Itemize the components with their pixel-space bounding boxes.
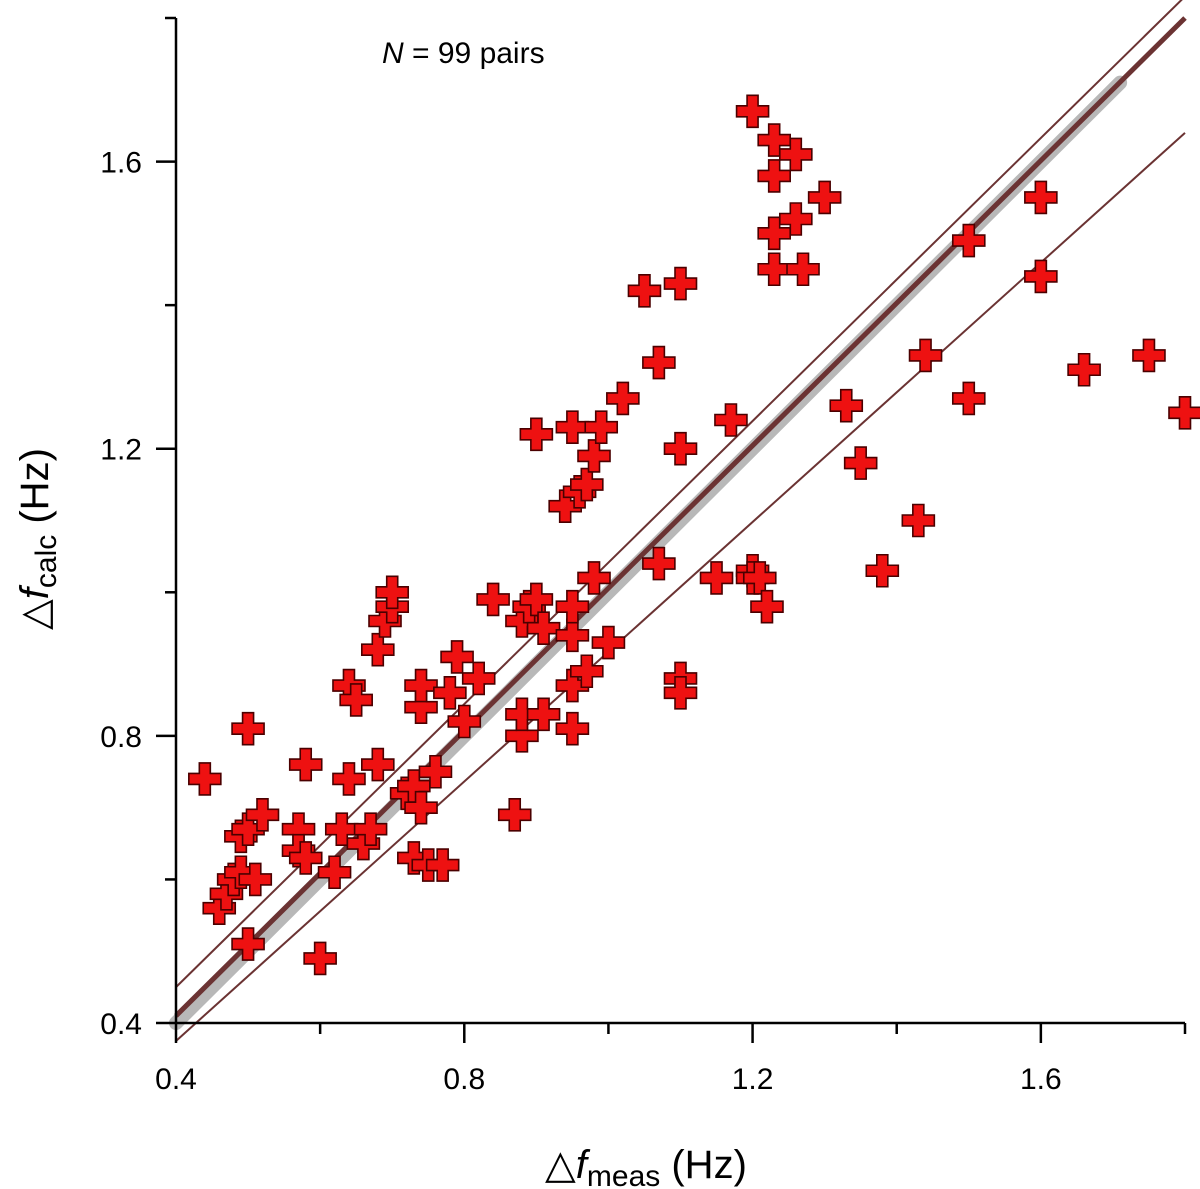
data-point — [497, 798, 532, 832]
upper-band-line — [175, 0, 1183, 988]
data-point — [577, 439, 611, 473]
data-point — [339, 683, 373, 717]
x-axis-title: △fmeas (Hz) — [545, 1143, 747, 1189]
data-point — [425, 848, 460, 882]
y-tick-label: 0.8 — [100, 721, 142, 754]
data-point — [1168, 396, 1200, 430]
data-point — [555, 618, 590, 653]
data-point — [699, 561, 734, 595]
x-tick-label: 1.6 — [1020, 1063, 1062, 1096]
fit-line — [174, 16, 1187, 1018]
data-point — [584, 410, 619, 444]
data-point — [606, 381, 640, 416]
data-point — [418, 754, 453, 789]
data-point — [1067, 352, 1101, 387]
data-point — [555, 589, 590, 624]
data-point — [548, 489, 582, 523]
data-point — [591, 625, 626, 660]
data-point — [577, 561, 611, 595]
data-point — [303, 941, 337, 976]
data-point — [865, 553, 900, 588]
data-point — [663, 431, 698, 466]
y-tick-label: 0.4 — [100, 1008, 142, 1041]
x-tick-label: 0.4 — [155, 1063, 197, 1096]
data-point — [317, 855, 352, 890]
y-tick-label: 1.2 — [100, 434, 142, 467]
data-point — [433, 675, 467, 710]
data-point — [361, 632, 395, 667]
data-point — [447, 704, 482, 739]
data-point — [526, 697, 561, 732]
data-point — [1132, 338, 1166, 373]
data-point — [757, 252, 791, 287]
data-point — [642, 546, 676, 581]
data-point — [807, 180, 842, 215]
data-point — [750, 589, 784, 624]
data-point — [1024, 259, 1058, 294]
data-point — [901, 503, 936, 538]
data-point — [908, 338, 943, 373]
data-point — [238, 862, 273, 897]
ticks-layer: 0.4 0.8 1.2 1.6 0.4 0.8 1.2 1.6 — [100, 16, 1187, 1096]
data-point — [555, 410, 590, 444]
data-point — [404, 668, 438, 703]
data-point — [779, 202, 813, 236]
data-point — [570, 654, 604, 689]
data-point — [663, 266, 698, 301]
data-point — [224, 855, 258, 890]
data-point — [786, 252, 820, 287]
data-point — [332, 762, 366, 796]
data-point — [555, 711, 590, 746]
x-tick-label: 1.2 — [732, 1063, 774, 1096]
data-point — [288, 841, 323, 875]
points-layer — [188, 94, 1200, 976]
data-point — [231, 927, 265, 961]
axes-layer — [174, 18, 1185, 1025]
data-point — [461, 661, 496, 696]
lines-layer — [169, 0, 1187, 1042]
data-point — [735, 94, 770, 129]
data-point — [627, 273, 662, 308]
data-point — [375, 575, 410, 610]
y-axis-title: △fcalc (Hz) — [13, 448, 63, 630]
data-point — [288, 747, 323, 782]
data-point — [519, 417, 554, 452]
data-point — [353, 812, 388, 846]
data-point — [843, 446, 878, 480]
data-point — [757, 216, 791, 251]
data-point — [397, 841, 431, 875]
data-point — [663, 675, 698, 710]
data-point — [779, 137, 813, 172]
data-point — [714, 403, 748, 437]
annotation-n-pairs: N = 99 pairs — [382, 37, 545, 70]
data-point — [231, 711, 265, 746]
x-tick-label: 0.8 — [443, 1063, 485, 1096]
data-point — [570, 467, 604, 502]
data-point — [1024, 180, 1058, 215]
data-point — [757, 159, 791, 193]
data-point — [951, 223, 986, 258]
lower-band-line — [175, 132, 1186, 1042]
data-point — [231, 812, 265, 846]
data-point — [476, 582, 510, 617]
data-point — [188, 762, 222, 796]
data-point — [440, 640, 474, 674]
data-point — [245, 798, 280, 832]
data-point — [555, 668, 590, 703]
y-tick-label: 1.6 — [100, 147, 142, 180]
data-point — [642, 345, 676, 380]
data-point — [404, 790, 438, 825]
data-point — [951, 381, 986, 416]
data-point — [829, 388, 864, 423]
data-point — [361, 747, 395, 782]
data-point — [526, 611, 561, 645]
